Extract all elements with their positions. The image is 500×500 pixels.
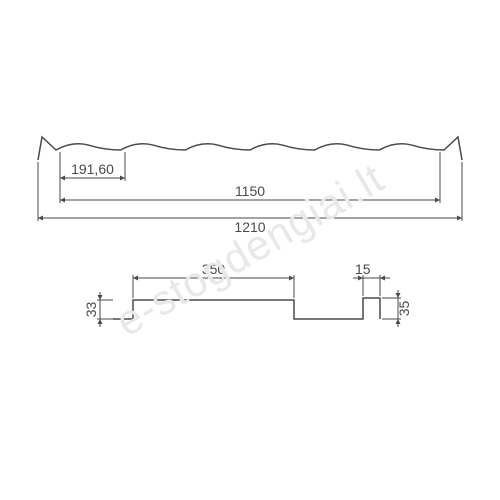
svg-text:35: 35 [396,301,412,317]
svg-text:33: 33 [83,302,99,318]
step-profile [113,298,380,319]
dim-step-end: 15 [353,261,390,296]
svg-text:191,60: 191,60 [71,161,114,177]
tile-profile [38,137,462,160]
svg-text:15: 15 [355,261,371,277]
dim-step-length: 350 [133,261,294,298]
technical-drawing: 191,60 1150 1210 350 15 [0,0,500,500]
svg-text:1210: 1210 [234,219,265,235]
dim-left-height: 33 [83,292,113,327]
dim-pitch: 191,60 [60,152,125,181]
dim-rh-line-group: 35 [382,290,412,327]
svg-text:1150: 1150 [235,183,265,199]
svg-text:350: 350 [202,261,226,277]
